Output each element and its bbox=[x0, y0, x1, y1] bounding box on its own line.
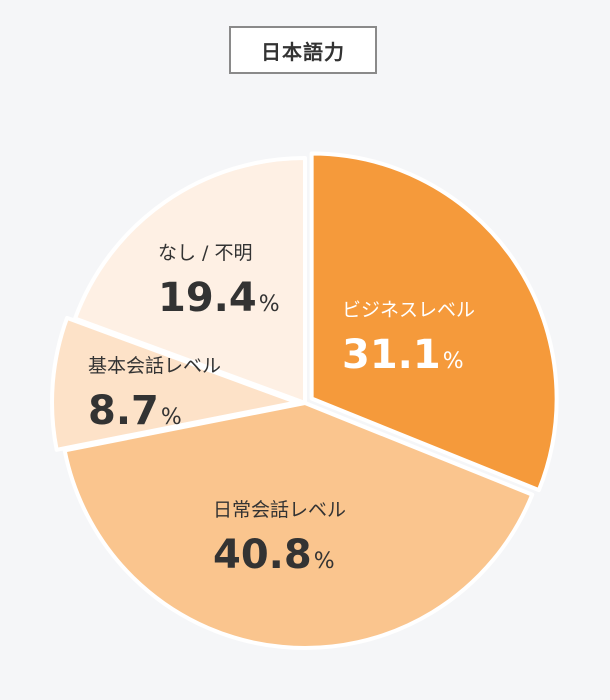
slice-label: なし / 不明 bbox=[158, 242, 252, 264]
slice-label: 日常会話レベル bbox=[213, 499, 346, 521]
slice-label: ビジネスレベル bbox=[342, 299, 475, 321]
slice-value: 8.7% bbox=[88, 388, 182, 434]
pie-labels: ビジネスレベル 31.1% 日常会話レベル 40.8% 基本会話レベル 8.7% なし / … bbox=[88, 242, 475, 578]
pie-slices bbox=[50, 151, 559, 650]
pie-slice bbox=[73, 156, 307, 405]
slice-label: 基本会話レベル bbox=[88, 355, 221, 377]
pie-slice bbox=[50, 315, 300, 452]
slice-value: 40.8% bbox=[213, 532, 335, 578]
slice-value: 31.1% bbox=[342, 332, 464, 378]
slice-value: 19.4% bbox=[158, 275, 280, 321]
pie-slice bbox=[62, 401, 535, 650]
chart-title: 日本語力 bbox=[229, 26, 377, 74]
pie-slice bbox=[309, 151, 559, 493]
